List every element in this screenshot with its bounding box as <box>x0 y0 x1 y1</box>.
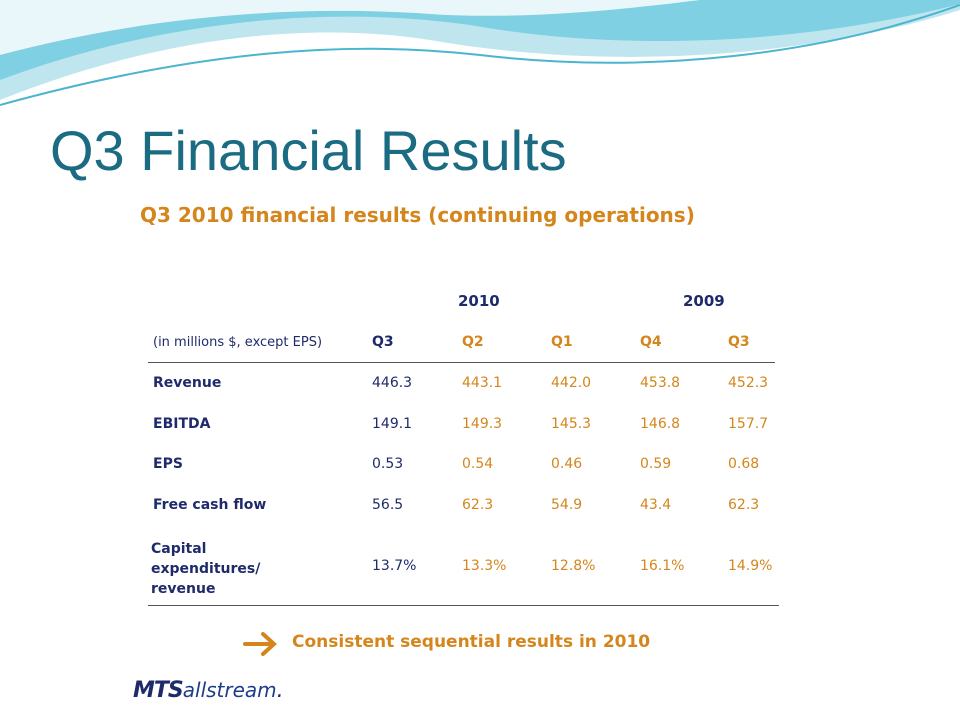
logo-dot: . <box>276 678 284 703</box>
column-header: Q3 <box>728 334 750 350</box>
table-cell: 0.46 <box>551 456 583 472</box>
logo-brand: MTS <box>133 678 184 703</box>
year-header: 2009 <box>683 292 725 310</box>
table-cell: 157.7 <box>728 416 769 432</box>
column-header: Q2 <box>462 334 484 350</box>
table-cell: 56.5 <box>372 497 404 513</box>
table-cell: 446.3 <box>372 375 413 391</box>
table-cell: 12.8% <box>551 558 596 574</box>
header-rule <box>148 362 775 363</box>
column-header: (in millions $, except EPS) <box>153 335 323 350</box>
row-label: Free cash flow <box>153 497 267 513</box>
panel-subtitle: Q3 2010 financial results (continuing op… <box>140 203 695 227</box>
table-cell: 145.3 <box>551 416 592 432</box>
table-cell: 149.3 <box>462 416 503 432</box>
slide-title: Q3 Financial Results <box>50 119 567 182</box>
table-cell: 0.59 <box>640 456 672 472</box>
table-cell: 149.1 <box>372 416 413 432</box>
table-cell: 62.3 <box>462 497 494 513</box>
table-cell: 0.53 <box>372 456 404 472</box>
table-cell: 0.54 <box>462 456 494 472</box>
table-cell: 442.0 <box>551 375 592 391</box>
table-cell: 443.1 <box>462 375 503 391</box>
table-cell: 453.8 <box>640 375 681 391</box>
table-panel <box>112 196 855 720</box>
row-label: Revenue <box>153 375 222 391</box>
arrow-icon <box>243 632 277 656</box>
table-cell: 14.9% <box>728 558 773 574</box>
year-header: 2010 <box>458 292 500 310</box>
table-cell: 0.68 <box>728 456 760 472</box>
table-cell: 54.9 <box>551 497 583 513</box>
table-cell: 13.7% <box>372 558 417 574</box>
column-header: Q4 <box>640 334 662 350</box>
table-cell: 146.8 <box>640 416 681 432</box>
table-cell: 13.3% <box>462 558 507 574</box>
table-cell: 62.3 <box>728 497 760 513</box>
table-cell: 452.3 <box>728 375 769 391</box>
row-label: Capital expenditures/ revenue <box>151 541 261 597</box>
logo: MTSallstream. <box>133 678 284 703</box>
row-label: EPS <box>153 456 183 472</box>
column-header: Q1 <box>551 334 573 350</box>
table-cell: 43.4 <box>640 497 672 513</box>
table-cell: 16.1% <box>640 558 685 574</box>
wave-decoration <box>0 0 960 106</box>
conclusion: Consistent sequential results in 2010 <box>292 632 651 652</box>
row-label: EBITDA <box>153 416 211 432</box>
logo-name: allstream <box>182 678 277 702</box>
bottom-rule <box>148 605 779 606</box>
column-header: Q3 <box>372 334 394 350</box>
